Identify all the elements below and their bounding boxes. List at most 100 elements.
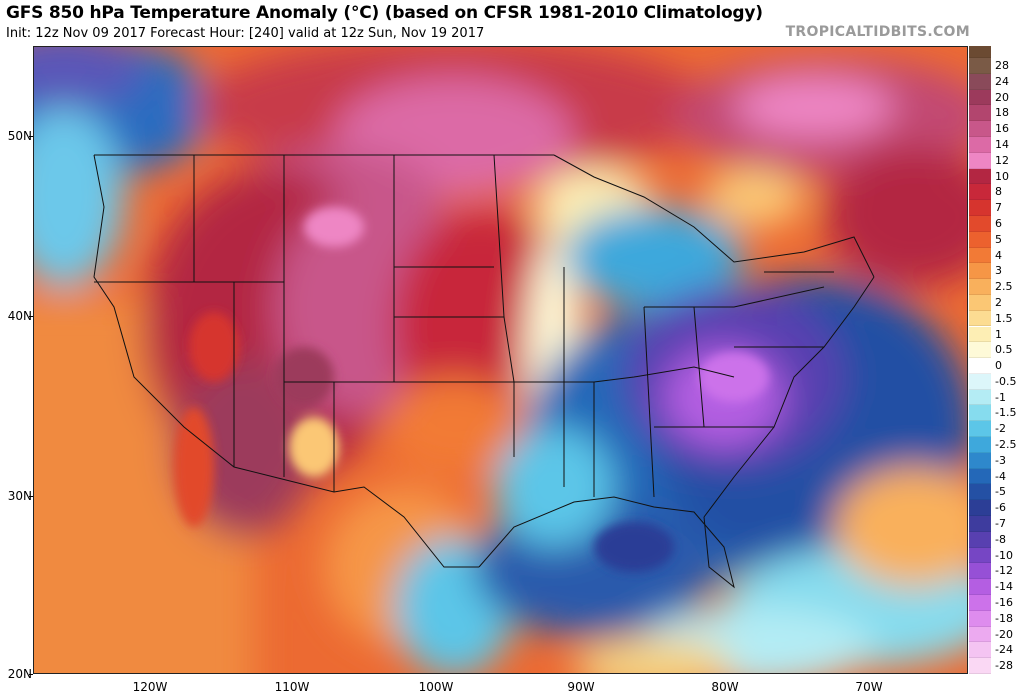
- legend-label: 0.5: [995, 343, 1013, 357]
- legend-swatch: [969, 152, 991, 169]
- lat-tick-50: [29, 136, 33, 137]
- legend-swatch: [969, 373, 991, 390]
- legend-swatch: [969, 231, 991, 248]
- west-coast: [93, 154, 275, 478]
- legend-item: -18: [969, 610, 1024, 627]
- legend-item: -10: [969, 547, 1024, 564]
- legend-item: -1.5: [969, 405, 1024, 422]
- legend-swatch: [969, 263, 991, 280]
- legend-swatch: [969, 610, 991, 627]
- legend-item: 14: [969, 136, 1024, 153]
- legend-label: -28: [995, 659, 1013, 673]
- legend-label: 2.5: [995, 280, 1013, 294]
- legend-swatch: [969, 437, 991, 453]
- legend-item: -4: [969, 468, 1024, 485]
- header: GFS 850 hPa Temperature Anomaly (°C) (ba…: [0, 0, 1024, 46]
- chart-subtitle: Init: 12z Nov 09 2017 Forecast Hour: [24…: [6, 26, 485, 41]
- brand-watermark[interactable]: TROPICALTIDBITS.COM: [785, 24, 970, 40]
- legend-label: 18: [995, 106, 1009, 120]
- legend-swatch: [969, 105, 991, 122]
- lon-label-100w: 100W: [418, 680, 454, 694]
- legend-item: -0.5: [969, 373, 1024, 390]
- us-mexico-border: [273, 476, 479, 568]
- gulf-coast: [478, 496, 735, 589]
- anomaly-field: [34, 47, 967, 673]
- legend-item: 7: [969, 200, 1024, 216]
- legend-label: -2.5: [995, 438, 1017, 452]
- legend-swatch: [969, 215, 991, 232]
- legend-item: 4: [969, 247, 1024, 264]
- legend-label: 24: [995, 74, 1009, 88]
- legend-label: -14: [995, 580, 1013, 594]
- legend-label: 12: [995, 153, 1009, 167]
- legend-label: 3: [995, 264, 1002, 278]
- legend-label: -1.5: [995, 406, 1017, 420]
- legend-item: 24: [969, 73, 1024, 90]
- legend-item: 2.5: [969, 279, 1024, 295]
- legend-label: -20: [995, 627, 1013, 641]
- legend-label: 1: [995, 327, 1002, 341]
- legend-label: 5: [995, 232, 1002, 246]
- legend-item: 2: [969, 294, 1024, 311]
- legend-swatch: [969, 326, 991, 343]
- legend-label: -1: [995, 390, 1006, 404]
- lon-label-70w: 70W: [855, 680, 883, 694]
- legend-label: 2: [995, 295, 1002, 309]
- legend-swatch: [969, 421, 991, 438]
- legend-item: 1: [969, 326, 1024, 343]
- lat-label-40n: 40N: [7, 309, 32, 323]
- legend-swatch: [969, 121, 991, 137]
- lon-label-90w: 90W: [567, 680, 595, 694]
- legend-item: 20: [969, 89, 1024, 106]
- legend-item: -16: [969, 595, 1024, 611]
- legend-label: 7: [995, 201, 1002, 215]
- legend-label: -5: [995, 485, 1006, 499]
- legend-swatch: [969, 389, 991, 406]
- legend-swatch: [969, 563, 991, 580]
- legend-swatch: [969, 184, 991, 201]
- lat-label-20n: 20N: [7, 667, 32, 681]
- legend-swatch: [969, 200, 991, 216]
- legend-label: 14: [995, 137, 1009, 151]
- legend-label: 10: [995, 169, 1009, 183]
- legend-item: 1.5: [969, 310, 1024, 327]
- legend-swatch: [969, 247, 991, 264]
- legend-item: -24: [969, 642, 1024, 659]
- legend-item: 12: [969, 152, 1024, 169]
- legend-label: 4: [995, 248, 1002, 262]
- legend-label: -2: [995, 422, 1006, 436]
- legend-label: -8: [995, 532, 1006, 546]
- legend-label: 20: [995, 90, 1009, 104]
- legend-swatch: [969, 73, 991, 90]
- legend-label: 6: [995, 216, 1002, 230]
- lat-tick-20: [29, 674, 33, 675]
- legend-item: -1: [969, 389, 1024, 406]
- legend-item: -7: [969, 516, 1024, 532]
- anomaly-detail: [174, 207, 769, 572]
- legend-label: 28: [995, 59, 1009, 72]
- legend-item: -28: [969, 658, 1024, 674]
- legend-swatch: [969, 516, 991, 532]
- legend-item: 10: [969, 168, 1024, 185]
- legend-item: -2.5: [969, 437, 1024, 453]
- legend-swatch: [969, 310, 991, 327]
- legend-top-cap: [969, 46, 1024, 58]
- legend-item: 0.5: [969, 342, 1024, 359]
- legend-label: -4: [995, 469, 1006, 483]
- legend-swatch: [969, 89, 991, 106]
- legend-item: 28: [969, 58, 1024, 74]
- legend-swatch: [969, 500, 991, 517]
- legend-item: -6: [969, 500, 1024, 517]
- legend-label: -7: [995, 517, 1006, 531]
- legend-swatch: [969, 642, 991, 659]
- chart-title: GFS 850 hPa Temperature Anomaly (°C) (ba…: [6, 3, 763, 23]
- legend-label: -3: [995, 453, 1006, 467]
- legend-item: -20: [969, 626, 1024, 643]
- legend-swatch: [969, 168, 991, 185]
- legend-label: -24: [995, 643, 1013, 657]
- legend-item: -8: [969, 531, 1024, 548]
- lat-label-30n: 30N: [7, 489, 32, 503]
- legend-top-swatch: [969, 46, 991, 58]
- legend-label: -10: [995, 548, 1013, 562]
- legend-swatch: [969, 658, 991, 674]
